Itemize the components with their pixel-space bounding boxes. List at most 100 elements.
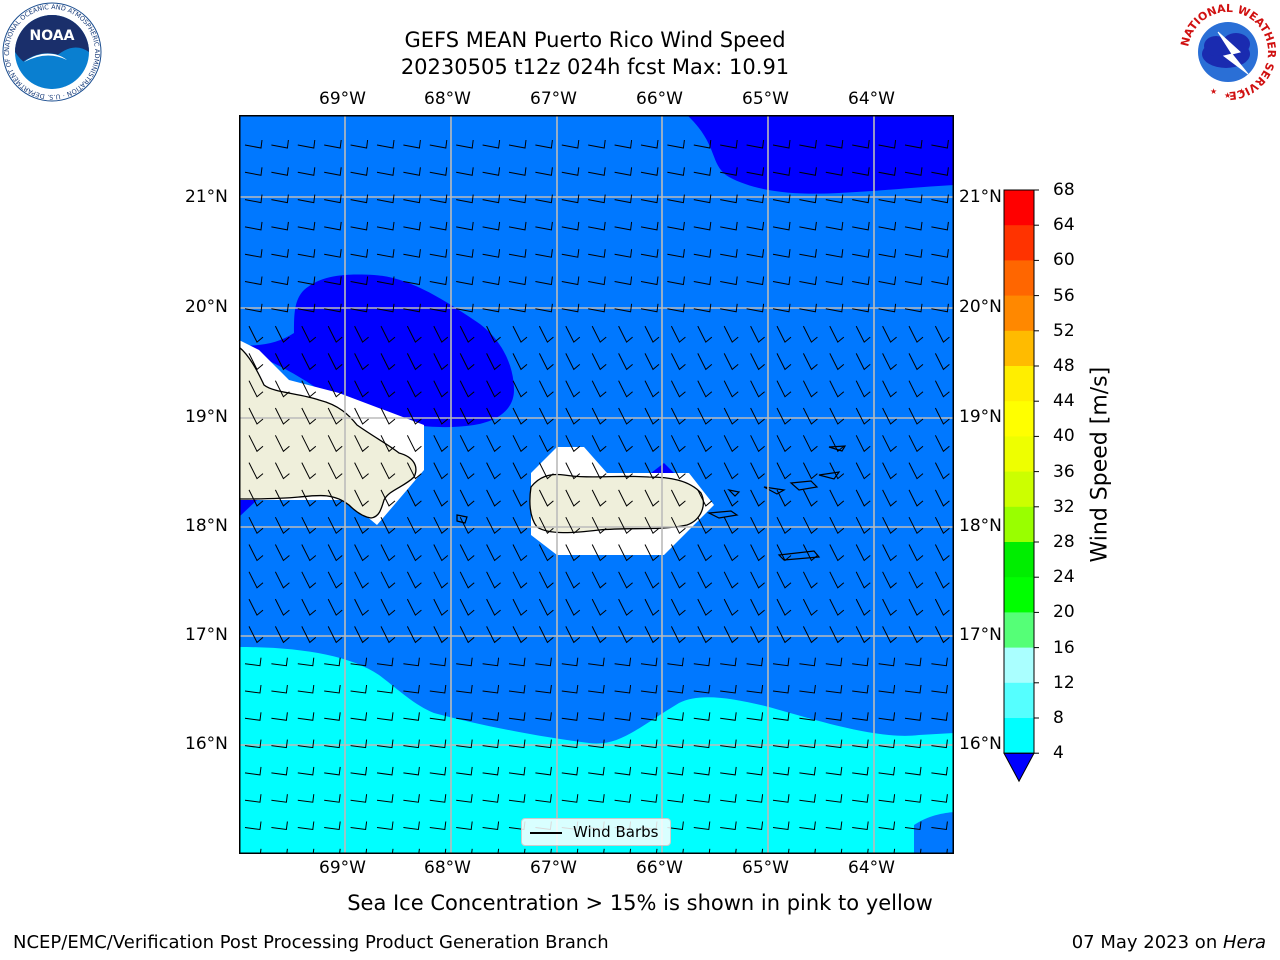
wind-barb xyxy=(776,462,792,480)
wind-barb xyxy=(591,353,607,371)
wind-barb xyxy=(403,794,420,803)
wind-barb xyxy=(550,848,552,854)
colorbar-tick-label: 52 xyxy=(1053,320,1075,341)
wind-barb xyxy=(614,739,632,749)
colorbar-tick-label: 28 xyxy=(1053,532,1075,552)
wind-barb xyxy=(908,325,924,343)
wind-barb xyxy=(380,571,396,589)
nws-logo: NATIONAL WEATHER SERVICE ★ ★ ★ xyxy=(1178,2,1278,102)
wind-barb xyxy=(376,766,394,776)
wind-barb xyxy=(882,462,897,480)
wind-barb xyxy=(618,353,633,371)
wind-barb xyxy=(248,380,264,398)
wind-barb xyxy=(882,380,897,398)
wind-barb xyxy=(931,139,949,149)
lon-label-bottom: 65°W xyxy=(742,858,789,878)
lon-label-top: 66°W xyxy=(636,89,683,109)
wind-barb xyxy=(934,544,950,562)
wind-barb xyxy=(512,407,528,425)
wind-barb xyxy=(829,571,845,589)
wind-barb xyxy=(931,657,948,667)
wind-barb xyxy=(614,249,633,258)
wind-barb xyxy=(429,712,447,721)
wind-barb xyxy=(512,571,528,589)
wind-barb xyxy=(350,657,368,667)
wind-barb xyxy=(244,139,263,149)
wind-barb xyxy=(776,407,792,425)
wind-barb xyxy=(482,794,500,803)
wind-barb xyxy=(746,139,765,149)
wind-barb xyxy=(459,325,475,343)
wind-barb xyxy=(301,325,317,343)
wind-barb xyxy=(640,276,659,286)
wind-barb xyxy=(508,766,526,776)
wind-barb xyxy=(274,380,290,398)
wind-barb xyxy=(327,516,343,534)
wind-barb xyxy=(614,194,633,204)
wind-barb xyxy=(486,571,501,589)
wind-barb xyxy=(904,794,922,803)
wind-barb xyxy=(693,821,711,831)
wind-barb xyxy=(535,657,552,667)
wind-barb xyxy=(799,276,817,286)
wind-barb xyxy=(904,249,923,258)
wind-barb xyxy=(799,821,816,831)
wind-barb xyxy=(670,516,686,534)
wind-barb xyxy=(772,821,790,831)
wind-barb xyxy=(746,794,764,803)
wind-barb xyxy=(271,167,289,176)
wind-barb xyxy=(301,598,317,616)
wind-barb xyxy=(776,516,792,534)
wind-barb xyxy=(618,598,633,616)
wind-barb xyxy=(339,848,341,854)
wind-barb xyxy=(772,276,791,286)
wind-barb xyxy=(878,303,897,313)
wind-barb xyxy=(852,739,869,749)
wind-barb xyxy=(908,571,924,589)
wind-barb xyxy=(482,276,501,286)
wind-barb xyxy=(512,544,528,562)
wind-barb xyxy=(693,249,712,258)
wind-barb xyxy=(934,489,950,507)
wind-barb xyxy=(697,353,713,371)
wind-barb xyxy=(829,380,845,398)
wind-barb xyxy=(433,489,449,507)
lat-label-left: 20°N xyxy=(185,297,228,317)
wind-barb xyxy=(301,407,317,425)
footer-date-text: 07 May 2023 on xyxy=(1071,932,1223,953)
wind-barb xyxy=(376,657,394,667)
wind-barb xyxy=(403,276,421,286)
wind-barb xyxy=(761,848,764,854)
wind-barb xyxy=(429,684,447,694)
wind-barb xyxy=(618,516,633,534)
wind-barb xyxy=(802,407,818,425)
wind-barb xyxy=(459,407,475,425)
wind-barb xyxy=(799,684,816,694)
wind-barb xyxy=(244,194,263,204)
wind-barb xyxy=(350,194,369,204)
wind-barb xyxy=(825,276,844,286)
wind-barb xyxy=(878,739,896,749)
wind-barb xyxy=(244,657,262,667)
wind-barb xyxy=(618,462,633,480)
wind-barb xyxy=(403,739,420,749)
wind-barb xyxy=(693,194,712,204)
wind-barb xyxy=(746,194,765,204)
wind-barb xyxy=(538,516,554,534)
wind-barb xyxy=(535,739,552,749)
wind-barb xyxy=(380,626,396,644)
wind-barb xyxy=(512,380,528,398)
wind-barb xyxy=(380,489,396,507)
colorbar-band xyxy=(1004,612,1034,649)
wind-barb xyxy=(772,194,791,204)
wind-barb xyxy=(750,380,765,398)
wind-barb xyxy=(931,684,948,694)
wind-barb xyxy=(433,353,449,371)
wind-barb xyxy=(354,489,369,507)
wind-barb xyxy=(882,407,897,425)
wind-barb xyxy=(644,353,660,371)
wind-barb xyxy=(403,821,420,831)
lon-label-bottom: 67°W xyxy=(530,858,577,878)
wind-barb xyxy=(271,249,289,258)
wind-barb xyxy=(799,766,816,776)
